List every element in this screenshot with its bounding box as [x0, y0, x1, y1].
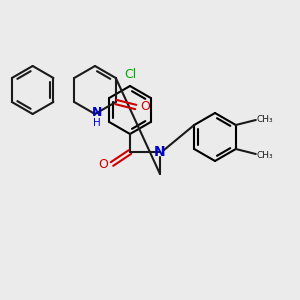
Text: CH₃: CH₃	[257, 151, 273, 160]
Text: H: H	[93, 118, 101, 128]
Text: O: O	[98, 158, 108, 170]
Text: O: O	[140, 100, 150, 113]
Text: Cl: Cl	[124, 68, 136, 81]
Text: N: N	[154, 145, 166, 159]
Text: CH₃: CH₃	[257, 115, 273, 124]
Text: N: N	[92, 106, 102, 118]
